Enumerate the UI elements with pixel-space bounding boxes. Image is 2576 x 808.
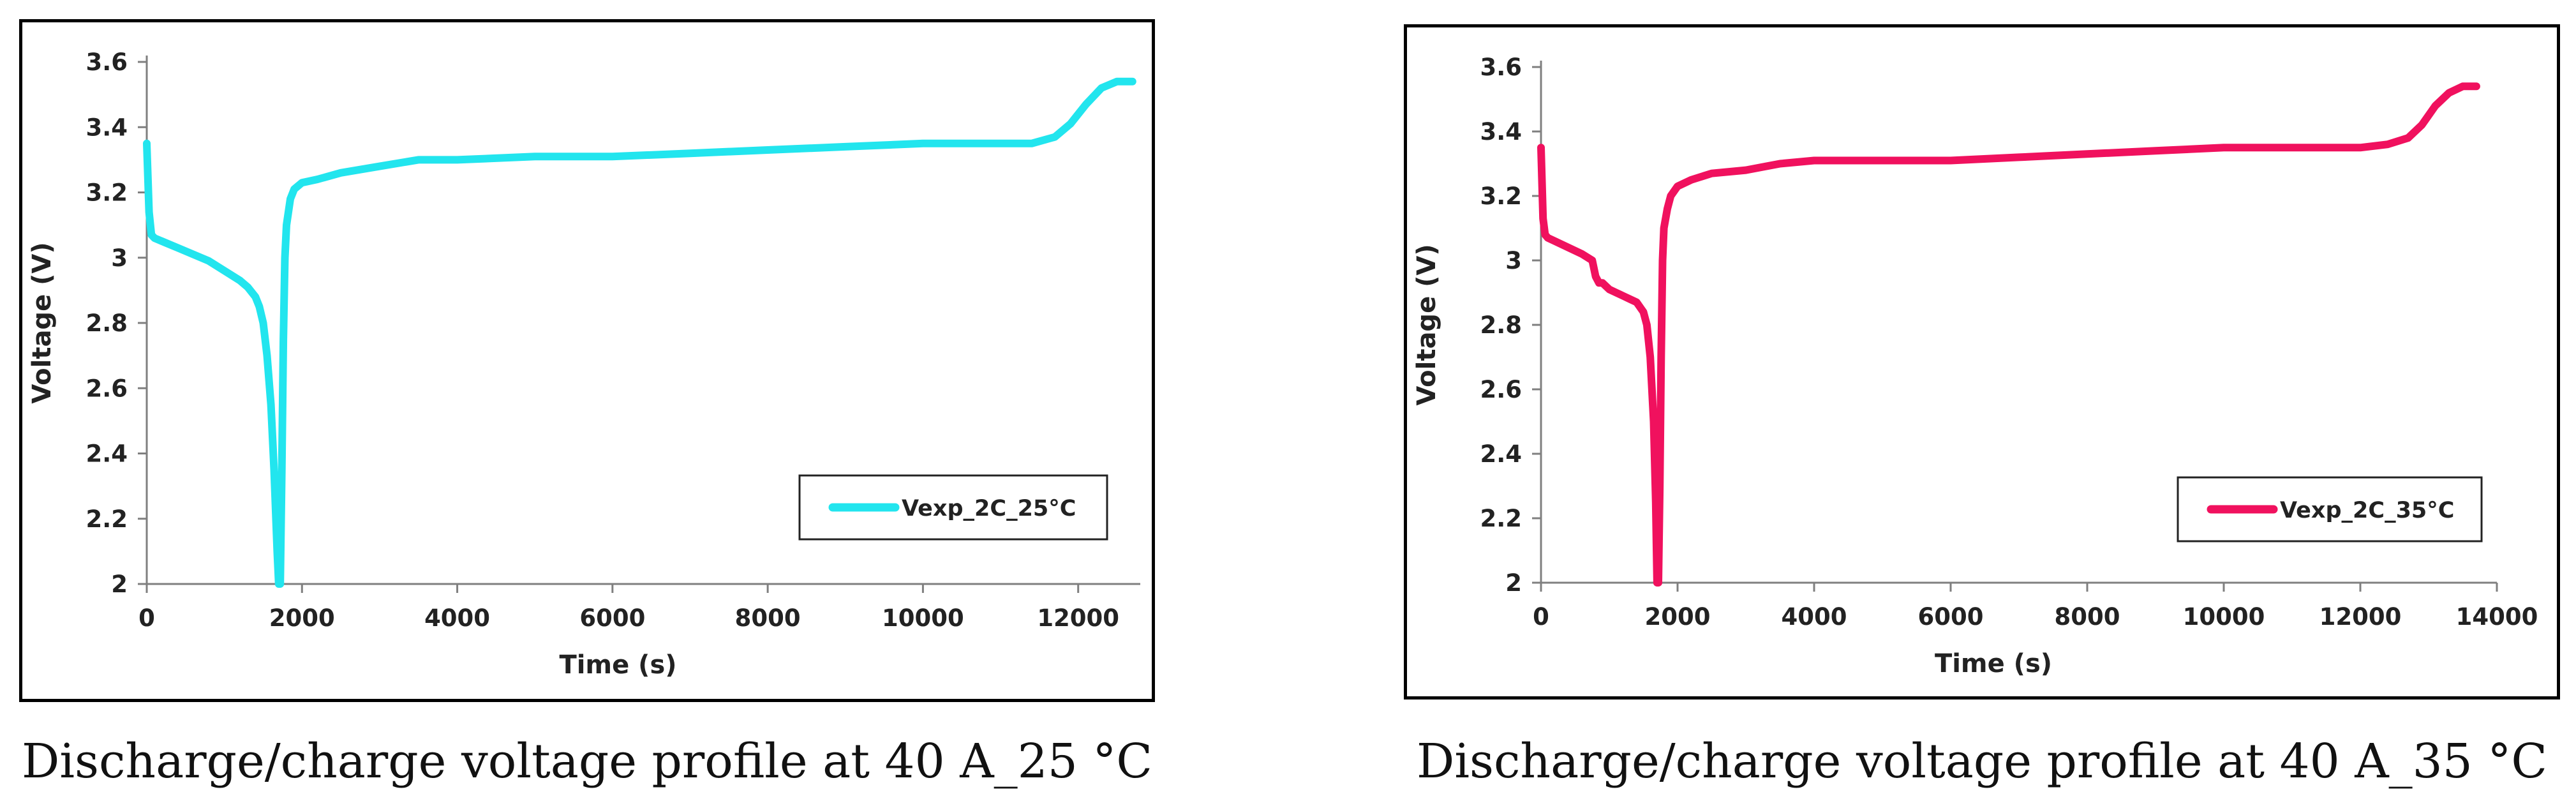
- x-tick-label: 2000: [269, 604, 335, 632]
- y-axis-label: Voltage (V): [27, 242, 57, 403]
- chart-panel-25c: 2 2.2 2.4 2.6 2.8 3 3.2 3.4 3.6 0 2000 4000 6000 8000…: [0, 0, 1276, 808]
- x-tick-label: 0: [1533, 603, 1549, 631]
- y-tick-label: 3.4: [1480, 118, 1522, 146]
- series-line: [143, 77, 1136, 588]
- x-tick-label: 6000: [1918, 603, 1984, 631]
- x-tick-label: 2000: [1645, 603, 1711, 631]
- y-tick-label: 2.8: [1480, 311, 1522, 339]
- y-tick-label: 3: [111, 244, 128, 272]
- x-tick-label: 4000: [1782, 603, 1847, 631]
- x-tick-label: 14000: [2456, 603, 2538, 631]
- y-tick-label: 2.6: [86, 375, 128, 402]
- y-tick-label: 2.4: [1480, 440, 1522, 468]
- y-tick-label: 2.2: [86, 505, 128, 533]
- x-axis-label: Time (s): [559, 650, 676, 680]
- y-tick-label: 2.6: [1480, 376, 1522, 403]
- y-tick-label: 2: [111, 571, 128, 598]
- y-tick-label: 3.6: [86, 49, 128, 76]
- series-line: [1537, 82, 2480, 587]
- x-tick-label: 0: [138, 604, 155, 632]
- legend-label: Vexp_2C_25°C: [902, 496, 1076, 521]
- chart-frame-35c: 2 2.2 2.4 2.6 2.8 3 3.2 3.4 3.6 0 2000 4000 6000 8000…: [1404, 24, 2560, 700]
- voltage-chart-25c: 2 2.2 2.4 2.6 2.8 3 3.2 3.4 3.6 0 2000 4000 6000 8000…: [27, 49, 1140, 680]
- y-tick-label: 2.2: [1480, 505, 1522, 532]
- y-tick-label: 3.6: [1480, 54, 1522, 81]
- voltage-chart-35c: 2 2.2 2.4 2.6 2.8 3 3.2 3.4 3.6 0 2000 4000 6000 8000…: [1412, 54, 2538, 678]
- y-tick-label: 3: [1505, 247, 1522, 274]
- y-axis-label: Voltage (V): [1412, 244, 1441, 405]
- x-tick-label: 6000: [579, 604, 645, 632]
- y-tick-label: 2: [1505, 569, 1522, 597]
- y-tick-label: 3.2: [1480, 183, 1522, 210]
- y-tick-label: 2.4: [86, 440, 128, 468]
- x-tick-label: 8000: [2055, 603, 2120, 631]
- y-tick-label: 2.8: [86, 310, 128, 337]
- x-tick-label: 12000: [2319, 603, 2402, 631]
- x-tick-label: 12000: [1037, 604, 1119, 632]
- y-tick-label: 3.4: [86, 114, 128, 141]
- chart-panel-35c: 2 2.2 2.4 2.6 2.8 3 3.2 3.4 3.6 0 2000 4000 6000 8000…: [1276, 0, 2576, 808]
- x-axis-label: Time (s): [1935, 649, 2052, 678]
- x-tick-label: 10000: [2183, 603, 2265, 631]
- y-tick-label: 3.2: [86, 179, 128, 207]
- chart-frame-25c: 2 2.2 2.4 2.6 2.8 3 3.2 3.4 3.6 0 2000 4000 6000 8000…: [19, 19, 1155, 702]
- x-tick-label: 8000: [735, 604, 801, 632]
- legend-label: Vexp_2C_35°C: [2280, 498, 2454, 523]
- caption-25c: Discharge/charge voltage profile at 40 A…: [22, 734, 1152, 789]
- x-tick-label: 4000: [424, 604, 490, 632]
- x-tick-label: 10000: [882, 604, 964, 632]
- caption-35c: Discharge/charge voltage profile at 40 A…: [1417, 734, 2547, 789]
